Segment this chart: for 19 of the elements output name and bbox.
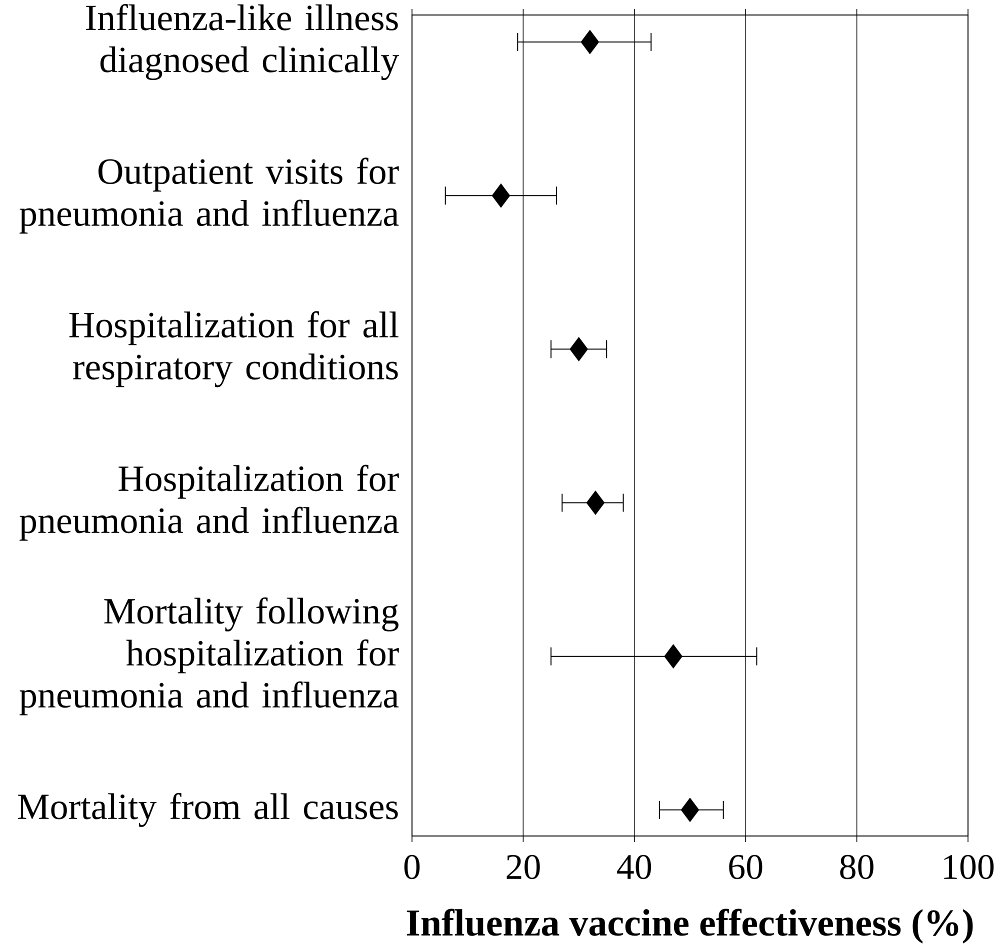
x-tick-label: 100 <box>944 854 994 880</box>
y-tick-label: Hospitalization for all respiratory conditions <box>69 311 398 388</box>
x-axis-title: Influenza vaccine effectiveness (%) <box>406 908 973 944</box>
y-tick-label: Hospitalization for pneumonia and influenza <box>20 464 399 541</box>
x-tick-label: 0 <box>404 854 420 880</box>
point <box>580 30 600 54</box>
point <box>664 644 683 669</box>
point <box>586 490 605 515</box>
point <box>680 798 700 822</box>
x-tick-label: 40 <box>617 854 652 880</box>
point <box>570 336 588 362</box>
y-tick-label: Mortality from all causes <box>18 792 398 827</box>
x-tick-label: 20 <box>506 854 540 880</box>
point <box>492 183 510 208</box>
x-tick-label: 60 <box>729 854 762 880</box>
y-tick-label: Outpatient visits for pneumonia and influenza <box>20 158 399 234</box>
y-tick-label: Influenza-like illness diagnosed clinically <box>86 4 400 80</box>
y-tick-label: Mortality following hospitalization for pneumonia and influenza <box>20 597 399 716</box>
x-tick-label: 80 <box>840 854 874 880</box>
